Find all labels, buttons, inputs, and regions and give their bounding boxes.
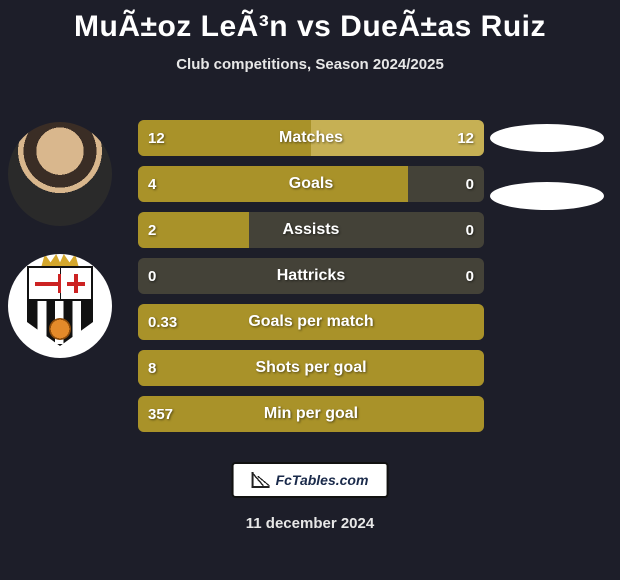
stat-label: Hattricks bbox=[138, 258, 484, 294]
stat-row: 40Goals bbox=[138, 166, 484, 202]
brand-text: FcTables.com bbox=[276, 472, 369, 488]
page-subtitle: Club competitions, Season 2024/2025 bbox=[0, 56, 620, 73]
footer-date: 11 december 2024 bbox=[246, 515, 374, 532]
left-avatars bbox=[8, 122, 112, 358]
stat-bar-left bbox=[138, 166, 408, 202]
stat-value-left: 357 bbox=[138, 396, 183, 432]
stat-value-left: 0.33 bbox=[138, 304, 187, 340]
stat-row: 357Min per goal bbox=[138, 396, 484, 432]
stat-row: 0.33Goals per match bbox=[138, 304, 484, 340]
stat-value-left: 8 bbox=[138, 350, 166, 386]
stats-bars: 1212Matches40Goals20Assists00Hattricks0.… bbox=[138, 120, 484, 432]
stat-value-right: 0 bbox=[456, 258, 484, 294]
stat-value-left: 4 bbox=[138, 166, 166, 202]
stat-value-left: 2 bbox=[138, 212, 166, 248]
player-avatar bbox=[8, 122, 112, 226]
club-crest bbox=[8, 254, 112, 358]
stat-value-left: 0 bbox=[138, 258, 166, 294]
stat-row: 0 0Hattricks bbox=[138, 258, 484, 294]
stat-value-right: 12 bbox=[447, 120, 484, 156]
stat-row: 20Assists bbox=[138, 212, 484, 248]
stat-value-right: 0 bbox=[456, 166, 484, 202]
stat-bar-left bbox=[138, 350, 484, 386]
stat-bar-left bbox=[138, 396, 484, 432]
opponent-crest-placeholder bbox=[490, 182, 604, 210]
chart-icon bbox=[252, 472, 270, 488]
stat-bar-left bbox=[138, 304, 484, 340]
stat-value-left: 12 bbox=[138, 120, 175, 156]
right-avatars bbox=[490, 124, 604, 210]
page-title: MuÃ±oz LeÃ³n vs DueÃ±as Ruiz bbox=[0, 0, 620, 44]
stat-value-right: 0 bbox=[456, 212, 484, 248]
opponent-avatar-placeholder bbox=[490, 124, 604, 152]
stat-row: 8Shots per goal bbox=[138, 350, 484, 386]
stat-row: 1212Matches bbox=[138, 120, 484, 156]
brand-badge: FcTables.com bbox=[232, 462, 389, 498]
